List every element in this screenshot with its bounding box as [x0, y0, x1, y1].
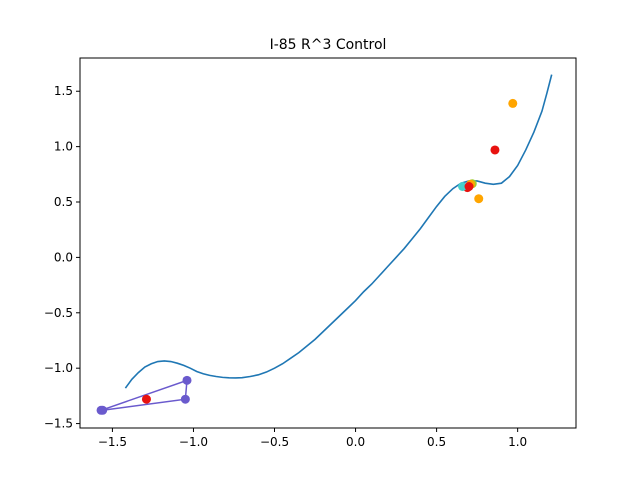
y-tick-label: 1.0 [54, 140, 73, 154]
y-axis: −1.5 −1.0 −0.5 0.0 0.5 1.0 1.5 [44, 84, 80, 431]
x-tick-label: −0.5 [260, 435, 289, 449]
scatter-point [474, 194, 484, 204]
scatter-point [490, 145, 500, 155]
plot-area [96, 74, 553, 415]
y-tick-label: −0.5 [44, 306, 73, 320]
x-tick-label: −1.0 [179, 435, 208, 449]
scatter-point [141, 394, 151, 404]
y-tick-label: 1.5 [54, 84, 73, 98]
series-curve [124, 74, 553, 389]
x-tick-label: −1.5 [98, 435, 127, 449]
x-axis: −1.5 −1.0 −0.5 0.0 0.5 1.0 [98, 428, 527, 449]
y-tick-label: −1.5 [44, 417, 73, 431]
polygon-vertex [180, 394, 190, 404]
x-tick-label: 1.0 [508, 435, 527, 449]
polygon-vertex [98, 405, 108, 415]
chart-title: I-85 R^3 Control [270, 37, 387, 53]
axes-frame [79, 57, 577, 429]
scatter-point [464, 182, 474, 192]
y-tick-label: 0.5 [54, 195, 73, 209]
x-tick-label: 0.0 [346, 435, 365, 449]
x-tick-label: 0.5 [427, 435, 446, 449]
scatter-point [458, 182, 468, 192]
y-tick-label: −1.0 [44, 361, 73, 375]
polygon-vertex [182, 375, 192, 385]
y-tick-label: 0.0 [54, 250, 73, 264]
scatter-point [508, 98, 518, 108]
